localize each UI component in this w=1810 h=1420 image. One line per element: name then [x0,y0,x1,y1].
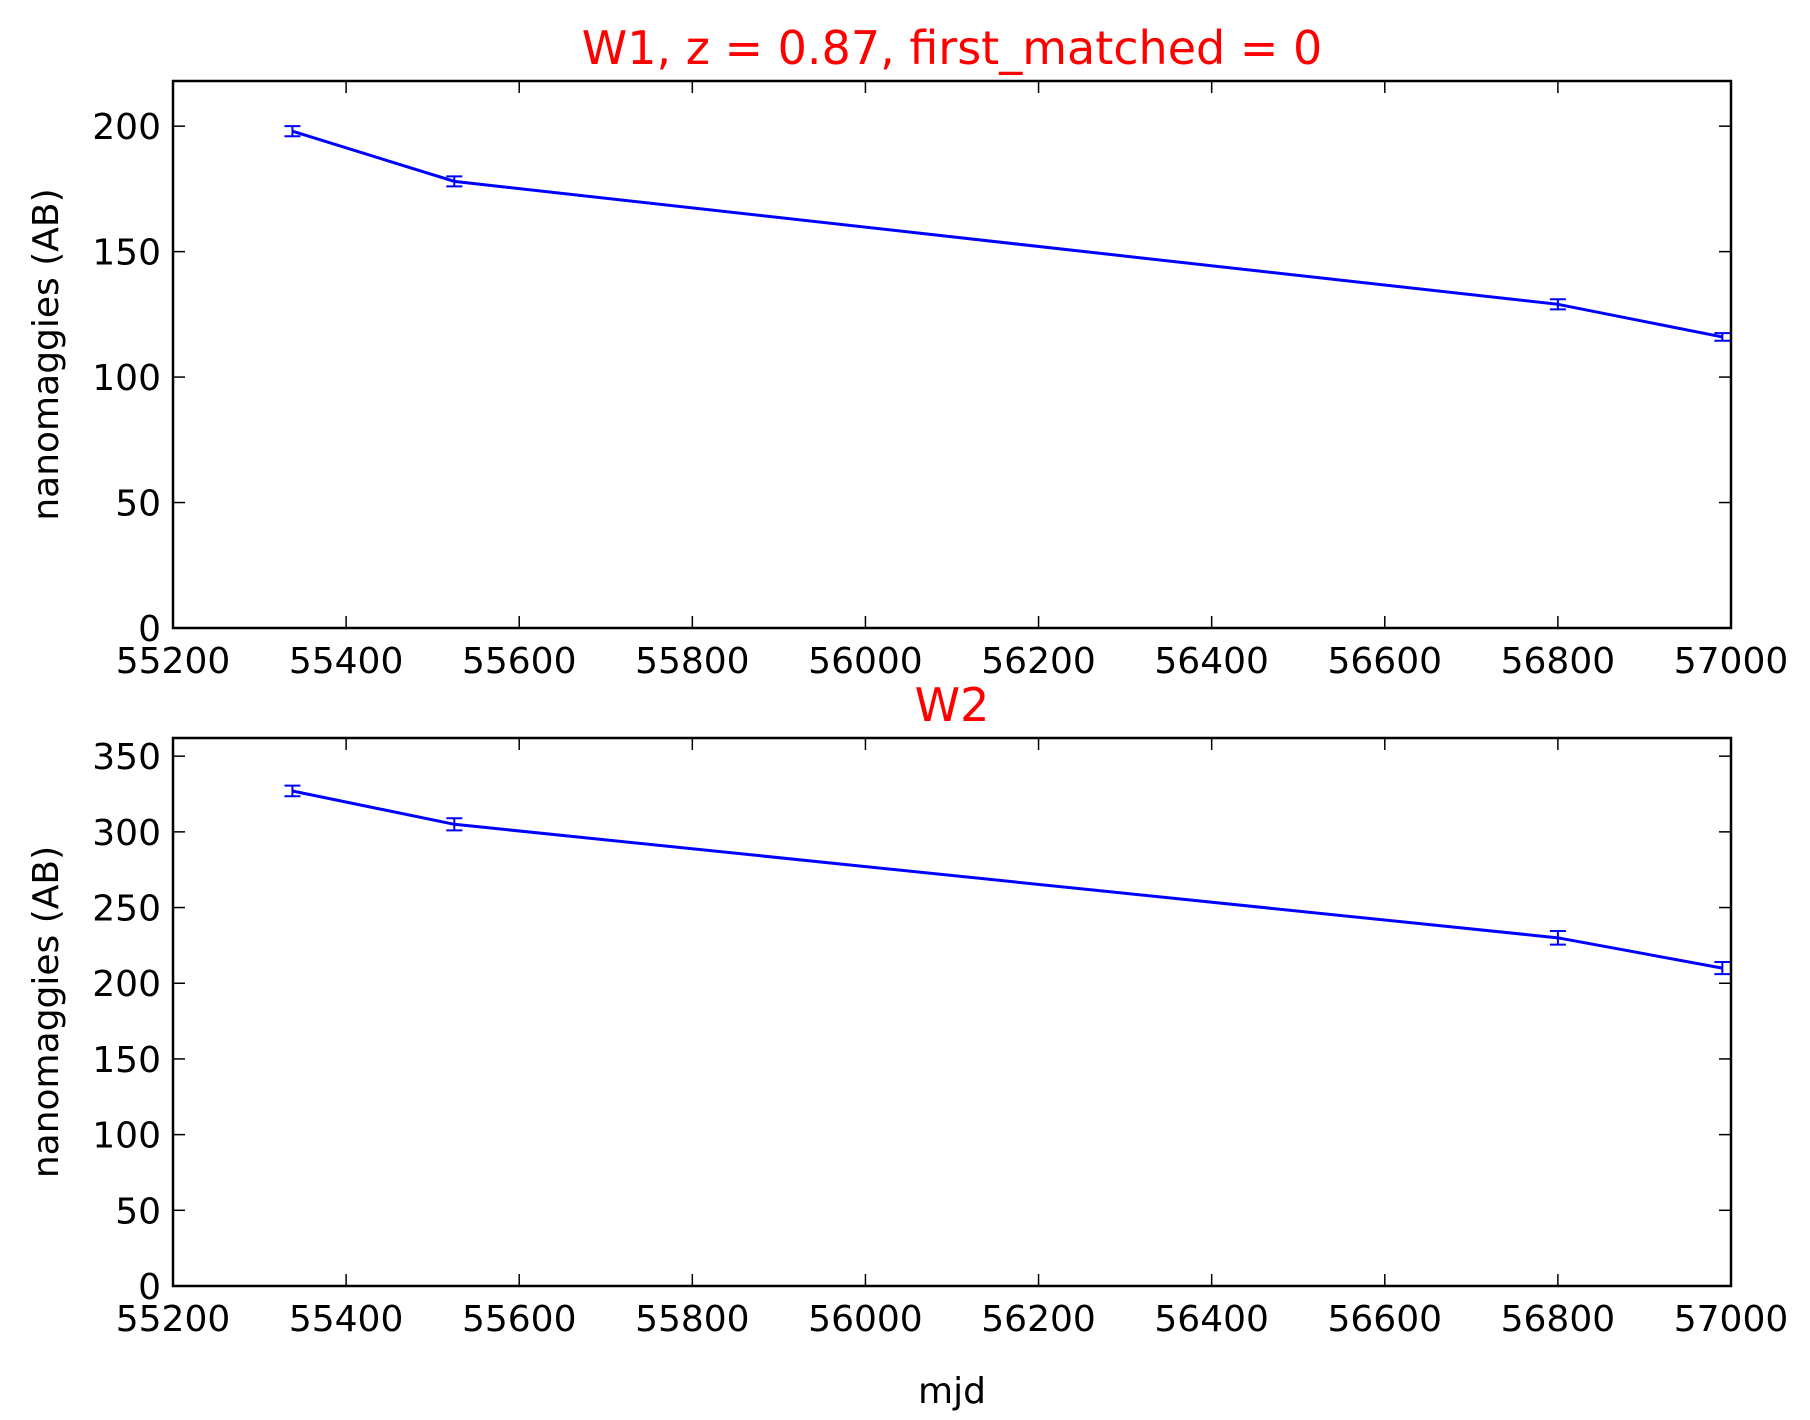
y-tick-label: 0 [138,609,161,650]
y-tick-label: 200 [92,964,161,1005]
x-tick-label: 57000 [1674,641,1789,682]
y-axis-label: nanomaggies (AB) [26,846,67,1178]
series-line [292,129,1723,339]
y-tick-label: 150 [92,1040,161,1081]
series-line [292,789,1723,970]
x-tick-label: 55200 [116,641,231,682]
x-tick-label: 56000 [808,1299,923,1340]
y-tick-label: 100 [92,1116,161,1157]
panel-w1: W1, z = 0.87, first_matched = 0 nanomaggi… [26,21,1788,682]
y-tick-label: 200 [92,107,161,148]
x-tick-label: 57000 [1674,1299,1789,1340]
y-tick-label: 0 [138,1267,161,1308]
x-tick-label: 55400 [289,1299,404,1340]
x-tick-label: 55200 [116,1299,231,1340]
x-tick-label: 56600 [1328,1299,1443,1340]
panel-w2: W2 nanomaggies (AB) mjd 55200 55400 55600 5580… [26,678,1788,1412]
chart-title: W1, z = 0.87, first_matched = 0 [582,21,1323,75]
x-axis-label: mjd [918,1371,986,1412]
x-tick-label: 55800 [635,1299,750,1340]
x-tick-label: 55400 [289,641,404,682]
x-tick-label: 56400 [1154,1299,1269,1340]
x-tick-label: 55600 [462,641,577,682]
x-tick-label: 55600 [462,1299,577,1340]
y-tick-label: 250 [92,889,161,930]
x-tick-label: 56800 [1501,1299,1616,1340]
y-tick-label: 100 [92,358,161,399]
y-tick-label: 50 [115,1191,161,1232]
x-tick-label: 56000 [808,641,923,682]
y-tick-label: 300 [92,813,161,854]
x-tick-label: 56200 [981,641,1096,682]
x-tick-label: 56600 [1328,641,1443,682]
plot-frame [171,736,1733,1288]
y-axis-label: nanomaggies (AB) [26,188,67,520]
x-tick-label: 56400 [1154,641,1269,682]
y-tick-label: 350 [92,737,161,778]
x-tick-label: 56200 [981,1299,1096,1340]
x-tick-label: 55800 [635,641,750,682]
x-tick-label: 56800 [1501,641,1616,682]
y-tick-label: 150 [92,233,161,274]
plot-frame [171,79,1733,630]
chart-title: W2 [915,678,990,732]
y-tick-label: 50 [115,484,161,525]
